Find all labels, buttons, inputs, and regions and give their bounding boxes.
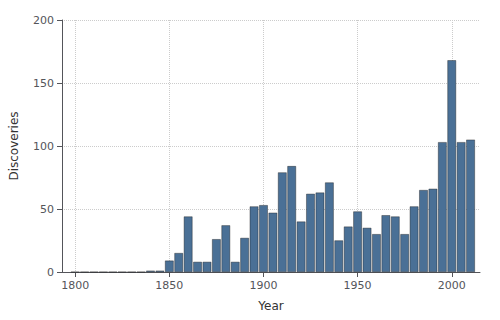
svg-text:50: 50	[40, 203, 54, 216]
svg-text:1850: 1850	[155, 279, 183, 292]
svg-text:1950: 1950	[344, 279, 372, 292]
svg-text:Year: Year	[257, 299, 283, 313]
svg-text:2000: 2000	[438, 279, 466, 292]
svg-text:100: 100	[33, 140, 54, 153]
svg-text:Discoveries: Discoveries	[7, 111, 21, 180]
svg-text:0: 0	[47, 266, 54, 279]
svg-text:1900: 1900	[249, 279, 277, 292]
svg-text:200: 200	[33, 14, 54, 27]
svg-text:1800: 1800	[61, 279, 89, 292]
svg-text:150: 150	[33, 77, 54, 90]
